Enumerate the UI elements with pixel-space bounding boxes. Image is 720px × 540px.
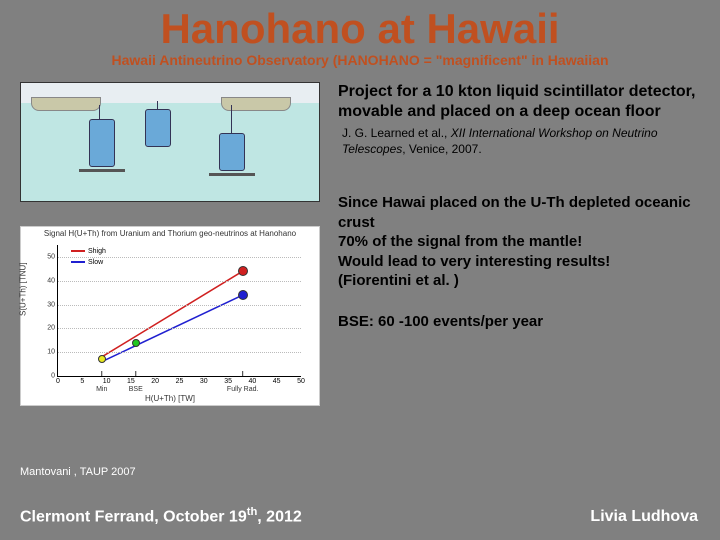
x-tick: 20 xyxy=(151,376,159,385)
gridline xyxy=(58,281,301,282)
chart-marker xyxy=(98,355,106,363)
x-tick: 50 xyxy=(297,376,305,385)
x-annotation: Fully Rad. xyxy=(227,386,259,393)
y-tick: 40 xyxy=(47,277,58,284)
content-row: Signal H(U+Th) from Uranium and Thorium … xyxy=(0,68,720,406)
gridline xyxy=(58,328,301,329)
x-tick: 15 xyxy=(127,376,135,385)
footer-date: Clermont Ferrand, October 19th, 2012 xyxy=(20,506,302,526)
detector-left xyxy=(89,119,115,167)
para2-line4: (Fiorentini et al. ) xyxy=(338,271,700,291)
x-annotation: Min xyxy=(96,386,107,393)
y-tick: 50 xyxy=(47,253,58,260)
para2-line1: Since Hawai placed on the U-Th depleted … xyxy=(338,193,700,232)
citation-author: J. G. Learned et al., xyxy=(342,126,451,140)
y-tick: 10 xyxy=(47,349,58,356)
footer-author: Livia Ludhova xyxy=(590,508,698,526)
x-tick: 45 xyxy=(273,376,281,385)
detector-right xyxy=(219,133,245,171)
gridline xyxy=(58,352,301,353)
slide-title: Hanohano at Hawaii xyxy=(0,0,720,50)
results-paragraph: Since Hawai placed on the U-Th depleted … xyxy=(338,193,700,291)
cable-3 xyxy=(231,105,232,135)
y-tick: 30 xyxy=(47,301,58,308)
x-axis-label: H(U+Th) [TW] xyxy=(21,394,319,403)
x-tick: 30 xyxy=(200,376,208,385)
chart-legend: Shigh Slow xyxy=(71,247,106,268)
para2-line3: Would lead to very interesting results! xyxy=(338,252,700,272)
x-tick: 35 xyxy=(224,376,232,385)
x-annotation: BSE xyxy=(129,386,143,393)
citation-rest: , Venice, 2007. xyxy=(402,142,481,156)
gridline xyxy=(58,305,301,306)
slide-subtitle: Hawaii Antineutrino Observatory (HANOHAN… xyxy=(0,52,720,68)
legend-low: Slow xyxy=(71,258,106,269)
project-description: Project for a 10 kton liquid scintillato… xyxy=(338,82,700,122)
chart-title: Signal H(U+Th) from Uranium and Thorium … xyxy=(21,229,319,238)
series-line xyxy=(102,271,243,357)
citation: J. G. Learned et al., XII International … xyxy=(338,126,700,157)
base-left xyxy=(79,169,125,172)
x-tick: 10 xyxy=(103,376,111,385)
ship-left xyxy=(31,97,101,111)
right-column: Project for a 10 kton liquid scintillato… xyxy=(338,82,700,406)
figure-caption: Mantovani , TAUP 2007 xyxy=(20,466,136,478)
x-tick: 40 xyxy=(248,376,256,385)
bse-rate: BSE: 60 -100 events/per year xyxy=(338,313,700,330)
y-tick: 20 xyxy=(47,325,58,332)
para2-line2: 70% of the signal from the mantle! xyxy=(338,232,700,252)
y-axis-label: S(U+Th) [TNU] xyxy=(19,262,28,316)
chart-marker xyxy=(238,290,248,300)
detector-diagram xyxy=(20,82,320,202)
legend-high: Shigh xyxy=(71,247,106,258)
x-tick: 0 xyxy=(56,376,60,385)
x-tick: 25 xyxy=(176,376,184,385)
chart-marker xyxy=(132,339,140,347)
chart-marker xyxy=(238,266,248,276)
left-column: Signal H(U+Th) from Uranium and Thorium … xyxy=(20,82,320,406)
x-tick: 5 xyxy=(80,376,84,385)
signal-chart: Signal H(U+Th) from Uranium and Thorium … xyxy=(20,226,320,406)
detector-mid xyxy=(145,109,171,147)
base-right xyxy=(209,173,255,176)
